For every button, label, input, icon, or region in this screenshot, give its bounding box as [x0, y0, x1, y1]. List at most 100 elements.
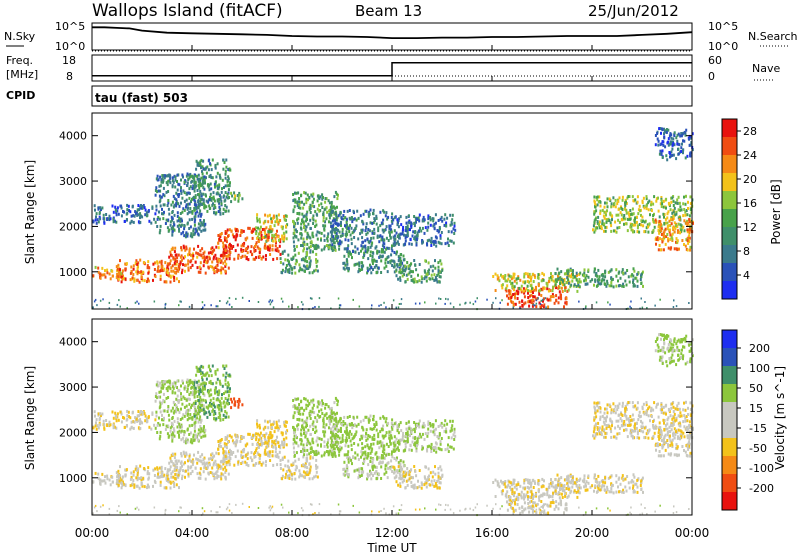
echo-cell: [195, 167, 198, 171]
echo-cell: [280, 431, 283, 435]
echo-cell: [182, 175, 184, 179]
echo-cell: [192, 390, 195, 394]
echo-cell: [328, 213, 331, 217]
echo-cell: [202, 177, 205, 181]
echo-cell: [172, 269, 175, 273]
echo-cell: [272, 422, 275, 426]
echo-cell: [132, 264, 135, 268]
echo-cell: [213, 473, 215, 477]
echo-cell: [566, 269, 569, 273]
echo-cell: [194, 420, 197, 424]
echo-cell: [358, 264, 361, 267]
echo-cell: [312, 192, 315, 196]
ground-scatter-cell: [270, 301, 273, 304]
echo-cell: [634, 216, 637, 220]
echo-cell: [228, 247, 231, 251]
echo-cell: [437, 240, 440, 244]
echo-cell: [371, 262, 374, 265]
echo-cell: [410, 224, 413, 228]
power-echo-cells: [92, 127, 694, 311]
echo-cell: [681, 239, 684, 242]
echo-cell: [546, 287, 549, 291]
echo-cell: [689, 245, 692, 249]
echo-cell: [389, 233, 391, 237]
echo-cell: [618, 270, 621, 274]
echo-cell: [341, 227, 344, 231]
echo-cell: [658, 244, 661, 247]
echo-cell: [201, 170, 203, 174]
echo-cell: [545, 281, 548, 285]
echo-cell: [99, 217, 102, 221]
echo-cell: [342, 261, 345, 265]
echo-cell: [597, 200, 600, 204]
echo-cell: [164, 222, 167, 225]
echo-cell: [522, 289, 525, 293]
echo-cell: [373, 227, 376, 231]
echo-cell: [388, 226, 391, 230]
echo-cell: [194, 227, 197, 231]
echo-cell: [238, 397, 241, 401]
echo-cell: [452, 241, 455, 245]
echo-cell: [202, 192, 205, 196]
echo-cell: [300, 222, 303, 226]
echo-cell: [297, 457, 300, 461]
echo-cell: [258, 423, 261, 427]
echo-cell: [199, 183, 202, 187]
echo-cell: [286, 223, 289, 227]
echo-cell: [269, 253, 272, 256]
echo-cell: [200, 435, 203, 439]
echo-cell: [106, 424, 109, 427]
echo-cell: [682, 148, 685, 152]
echo-cell: [172, 205, 175, 209]
echo-cell: [199, 369, 202, 373]
echo-cell: [265, 439, 268, 443]
echo-cell: [685, 194, 687, 198]
echo-cell: [432, 219, 435, 223]
echo-cell: [197, 232, 200, 236]
echo-cell: [332, 241, 335, 245]
echo-cell: [281, 234, 284, 238]
echo-cell: [655, 220, 658, 224]
echo-cell: [329, 221, 332, 225]
ground-scatter-cell: [578, 300, 580, 303]
echo-cell: [209, 162, 211, 166]
echo-cell: [222, 256, 225, 260]
echo-cell: [305, 201, 308, 205]
echo-cell: [162, 380, 165, 384]
echo-cell: [670, 196, 673, 200]
echo-cell: [617, 213, 620, 217]
echo-cell: [257, 432, 259, 436]
echo-cell: [304, 228, 307, 232]
echo-cell: [234, 400, 237, 404]
echo-cell: [256, 216, 258, 220]
echo-cell: [194, 466, 197, 470]
echo-cell: [397, 225, 400, 229]
echo-cell: [660, 223, 662, 227]
ground-scatter-cell: [395, 306, 397, 309]
echo-cell: [117, 418, 120, 422]
echo-cell: [681, 142, 683, 146]
echo-cell: [352, 250, 354, 253]
echo-cell: [306, 458, 308, 462]
echo-cell: [181, 196, 184, 200]
echo-cell: [170, 254, 173, 258]
echo-cell: [213, 182, 216, 186]
echo-cell: [225, 249, 228, 253]
echo-cell: [305, 197, 308, 201]
echo-cell: [131, 410, 134, 414]
echo-cell: [211, 466, 214, 470]
ground-scatter-cell: [545, 306, 547, 309]
echo-cell: [210, 196, 213, 200]
echo-cell: [633, 230, 636, 234]
echo-cell: [171, 385, 174, 389]
echo-cell: [323, 453, 326, 457]
echo-cell: [362, 245, 365, 249]
echo-cell: [330, 224, 333, 228]
echo-cell: [171, 184, 174, 188]
echo-cell: [641, 215, 644, 219]
echo-cell: [625, 208, 628, 212]
echo-cell: [552, 279, 555, 283]
echo-cell: [561, 290, 564, 293]
echo-cell: [434, 239, 437, 243]
echo-cell: [190, 416, 193, 420]
